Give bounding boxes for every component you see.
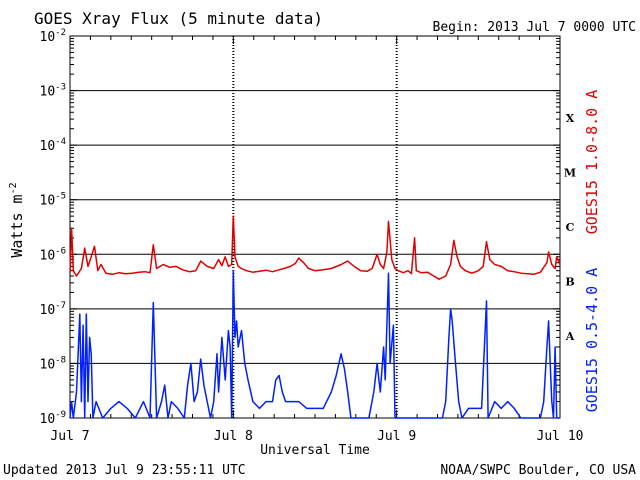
y-tick-exponent: -7 [55,301,66,311]
x-tick-label: Jul 9 [377,429,416,444]
y-tick-exponent: -9 [55,410,66,420]
y-tick-label: 10-8 [40,355,67,372]
y-tick-label: 10-4 [40,137,67,154]
y-tick-base: 10 [40,139,56,154]
y-tick-label: 10-6 [40,246,67,263]
y-tick-exponent: -4 [55,137,66,147]
y-tick-label: 10-7 [40,301,67,318]
updated-timestamp: Updated 2013 Jul 9 23:55:11 UTC [3,463,246,478]
y-tick-exponent: -2 [55,28,66,38]
flare-class-labels: X M C B A [564,112,576,343]
y-tick-exponent: -3 [55,83,66,93]
x-tick-label: Jul 8 [214,429,253,444]
flare-class-label: X [566,112,575,125]
y-tick-label: 10-9 [40,410,67,427]
y-tick-exponent: -8 [55,355,66,365]
flare-class-label: B [565,276,574,289]
y-tick-label: 10-2 [40,28,67,45]
series-layer [69,215,561,419]
y-tick-base: 10 [40,30,56,45]
chart-title: GOES Xray Flux (5 minute data) [34,9,323,28]
y-tick-base: 10 [40,357,56,372]
series-line-long-wavelength [69,215,561,280]
credit-label: NOAA/SWPC Boulder, CO USA [440,463,636,478]
y-tick-base: 10 [40,248,56,263]
series-line-short-wavelength [69,269,560,419]
y-tick-label: 10-5 [40,192,67,209]
y-tick-exponent: -5 [55,192,66,202]
flare-class-label: A [565,330,575,343]
x-tick-label: Jul 7 [50,429,89,444]
y-tick-base: 10 [40,85,56,100]
y-axis-label: Watts m-2 [8,182,26,257]
legend-series-short: GOES15 0.5-4.0 A [583,268,601,413]
y-tick-base: 10 [40,303,56,318]
flare-class-label: C [566,221,575,234]
legend-series-long: GOES15 1.0-8.0 A [583,90,601,235]
y-tick-label: 10-3 [40,83,67,100]
y-tick-exponent: -6 [55,246,66,256]
y-axis-label-exponent: -2 [8,182,19,194]
x-tick-labels: Jul 7 Jul 8 Jul 9 Jul 10 [50,429,583,444]
y-tick-labels: 10-210-310-410-510-610-710-810-9 [40,28,67,427]
begin-label: Begin: 2013 Jul 7 0000 UTC [433,20,637,35]
plot-frame [69,35,561,419]
y-axis-label-text: Watts m [8,194,26,257]
y-tick-base: 10 [40,194,56,209]
flare-class-label: M [564,166,576,179]
plot-grid [69,35,561,419]
x-tick-label: Jul 10 [537,429,584,444]
x-axis-label: Universal Time [260,443,370,458]
y-tick-base: 10 [40,412,56,427]
